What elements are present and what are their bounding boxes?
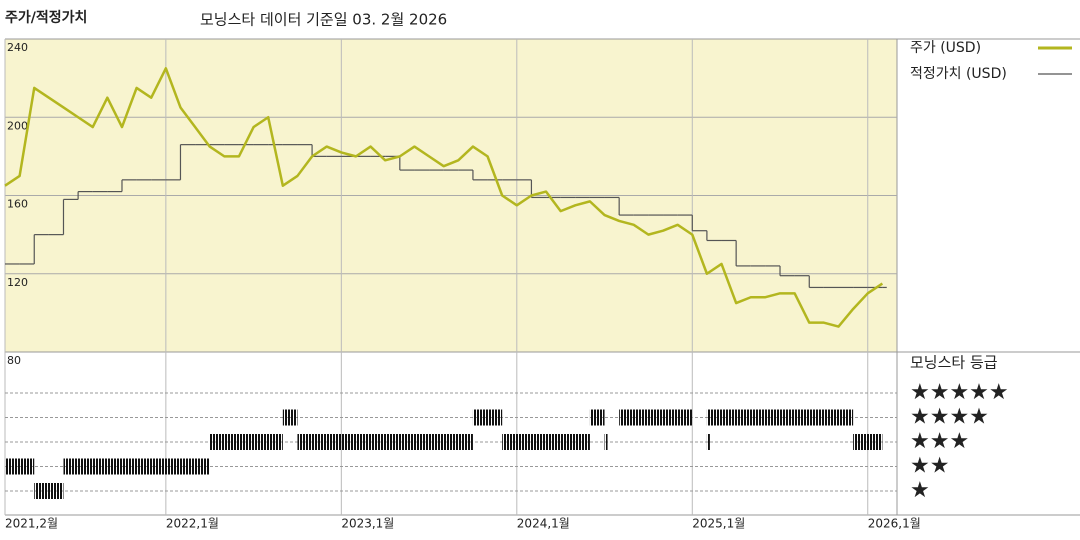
legend-label: 주가 (USD) — [910, 40, 981, 56]
x-tick-label: 2026,1월 — [868, 517, 921, 531]
rating-bar — [34, 483, 64, 499]
x-tick-label: 2025,1월 — [692, 517, 745, 531]
rating-bar — [297, 434, 473, 450]
rating-title: 모닝스타 등급 — [910, 354, 998, 372]
rating-bar — [853, 434, 883, 450]
chart-subtitle: 모닝스타 데이터 기준일 03. 2월 2026 — [200, 11, 447, 29]
y-tick-label: 240 — [7, 41, 28, 54]
rating-bar — [706, 409, 854, 426]
rating-label: ★ — [910, 478, 930, 503]
rating-bar — [63, 458, 210, 475]
rating-bar — [282, 409, 298, 426]
y-tick-label: 120 — [7, 276, 28, 289]
y-tick-label: 160 — [7, 198, 28, 211]
rating-bar — [209, 434, 283, 450]
legend-label: 적정가치 (USD) — [910, 66, 1007, 82]
y-tick-label: 80 — [7, 354, 21, 367]
rating-label: ★★★★ — [910, 405, 989, 430]
x-tick-label: 2023,1월 — [341, 517, 394, 531]
price-line — [4, 67, 884, 328]
rating-bar — [502, 434, 590, 450]
y-tick-label: 200 — [7, 119, 28, 132]
rating-bar — [472, 409, 503, 426]
rating-bar — [706, 434, 710, 450]
x-tick-label: 2021,2월 — [5, 517, 58, 531]
x-tick-label: 2022,1월 — [166, 517, 219, 531]
chart-title: 주가/적정가치 — [5, 9, 87, 26]
rating-bar — [604, 434, 608, 450]
rating-label: ★★★ — [910, 429, 969, 454]
rating-label: ★★★★★ — [910, 380, 1009, 405]
rating-label: ★★ — [910, 454, 949, 479]
rating-bar — [619, 409, 693, 426]
x-tick-label: 2024,1월 — [517, 517, 570, 531]
rating-bar — [5, 458, 35, 475]
rating-bar — [589, 409, 605, 426]
